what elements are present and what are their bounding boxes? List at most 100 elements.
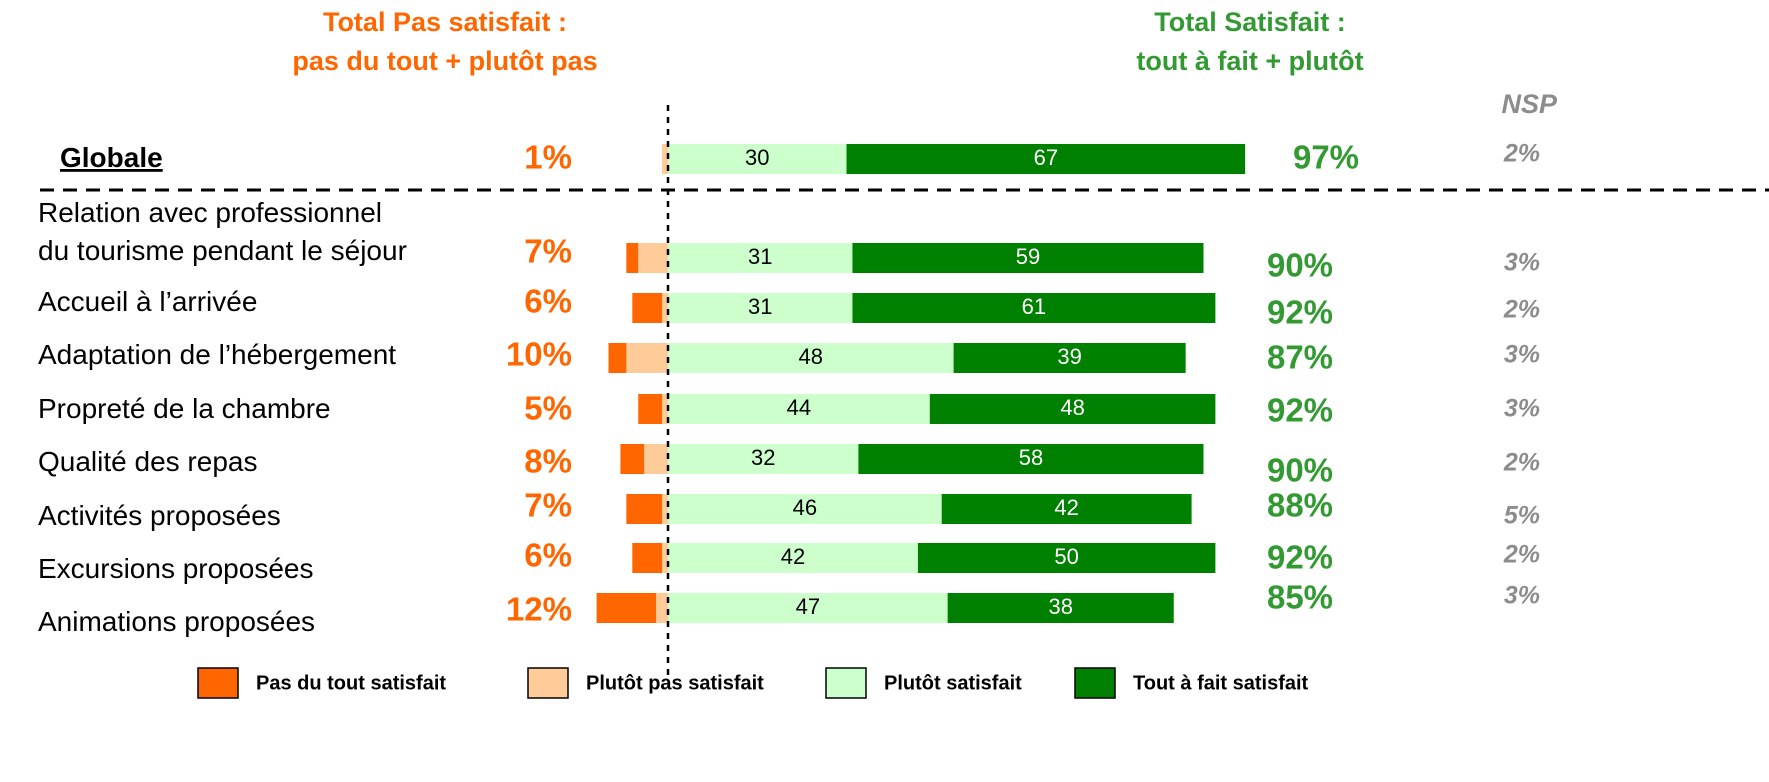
bar-segment: [662, 144, 668, 174]
nsp-value: 3%: [1504, 395, 1540, 423]
data-label: 58: [1019, 445, 1043, 470]
bar-segment: [917, 543, 1216, 573]
legend-label: Tout à fait satisfait: [1133, 672, 1309, 694]
bar-segment: [662, 543, 668, 573]
bar-segment: [668, 144, 847, 174]
bar-segment: [947, 593, 1174, 623]
data-label: 50: [1054, 544, 1078, 569]
data-label: 44: [787, 395, 811, 420]
data-label: 31: [748, 244, 772, 269]
nsp-value: 2%: [1503, 449, 1540, 477]
data-label: 67: [1034, 145, 1058, 170]
bar-segment: [638, 394, 663, 424]
legend-swatch: [825, 667, 867, 699]
nsp-value: 2%: [1503, 140, 1540, 168]
category-label: Qualité des repas: [38, 446, 257, 477]
legend-swatch: [1074, 667, 1116, 699]
bar-segment: [929, 394, 1216, 424]
category-label: Excursions proposées: [38, 553, 313, 584]
legend-swatch: [197, 667, 239, 699]
data-label: 61: [1022, 294, 1046, 319]
nsp-value: 3%: [1504, 341, 1540, 369]
bar-segment: [668, 543, 918, 573]
total-unsatisfied: 12%: [506, 591, 572, 628]
header-left: pas du tout + plutôt pas: [292, 46, 597, 76]
total-satisfied: 88%: [1267, 487, 1333, 524]
bar-segment: [662, 394, 668, 424]
category-label: Propreté de la chambre: [38, 393, 331, 424]
data-label: 31: [748, 294, 772, 319]
data-label: 47: [796, 594, 820, 619]
category-label: Relation avec professionnel du tourisme p…: [38, 197, 407, 266]
bar-segment: [644, 444, 668, 474]
nsp-value: 5%: [1504, 502, 1540, 530]
bar-segment: [626, 494, 663, 524]
bar-segment: [620, 444, 645, 474]
header-left: Total Pas satisfait :: [323, 7, 567, 37]
header-right: Total Satisfait :: [1154, 7, 1346, 37]
nsp-value: 2%: [1503, 296, 1540, 324]
total-satisfied: 92%: [1267, 392, 1333, 429]
bar-segment: [668, 394, 930, 424]
legend-label: Pas du tout satisfait: [256, 672, 446, 694]
header-right: tout à fait + plutôt: [1136, 46, 1363, 76]
data-label: 48: [799, 344, 823, 369]
total-satisfied: 92%: [1267, 294, 1333, 331]
legend-label: Plutôt satisfait: [884, 672, 1022, 694]
bar-segment: [632, 543, 663, 573]
total-satisfied: 87%: [1267, 339, 1333, 376]
data-label: 42: [1054, 495, 1078, 520]
total-satisfied: 97%: [1293, 139, 1359, 176]
nsp-value: 3%: [1504, 582, 1540, 610]
total-satisfied: 90%: [1267, 247, 1333, 284]
data-label: 38: [1048, 594, 1072, 619]
total-unsatisfied: 7%: [524, 487, 572, 524]
bar-segment: [668, 293, 853, 323]
bar-segment: [846, 144, 1246, 174]
bar-segment: [656, 593, 668, 623]
nsp-value: 2%: [1503, 541, 1540, 569]
bar-segment: [941, 494, 1192, 524]
bar-segment: [953, 343, 1186, 373]
bar-segment: [626, 343, 668, 373]
category-label: Globale: [60, 142, 163, 173]
bar-segment: [852, 293, 1216, 323]
bar-segment: [668, 243, 853, 273]
category-label: Adaptation de l’hébergement: [38, 339, 396, 370]
bar-segment: [638, 243, 668, 273]
bar-segment: [632, 293, 663, 323]
nsp-value: 3%: [1504, 249, 1540, 277]
total-unsatisfied: 8%: [524, 443, 572, 480]
data-label: 48: [1060, 395, 1084, 420]
bar-segment: [662, 293, 668, 323]
data-label: 39: [1057, 344, 1081, 369]
data-label: 42: [781, 544, 805, 569]
category-label: Animations proposées: [38, 606, 315, 637]
legend-label: Plutôt pas satisfait: [586, 672, 764, 694]
bar-segment: [596, 593, 657, 623]
total-unsatisfied: 1%: [524, 139, 572, 176]
bar-segment: [626, 243, 639, 273]
total-unsatisfied: 6%: [524, 283, 572, 320]
bar-segment: [608, 343, 627, 373]
total-unsatisfied: 5%: [524, 390, 572, 427]
total-unsatisfied: 7%: [524, 233, 572, 270]
bar-segment: [668, 593, 948, 623]
bar-segment: [668, 343, 954, 373]
category-label: Activités proposées: [38, 500, 281, 531]
total-satisfied: 85%: [1267, 579, 1333, 616]
bar-segment: [662, 494, 668, 524]
total-unsatisfied: 10%: [506, 336, 572, 373]
data-label: 32: [751, 445, 775, 470]
total-satisfied: 90%: [1267, 452, 1333, 489]
bar-segment: [668, 494, 942, 524]
total-unsatisfied: 6%: [524, 537, 572, 574]
data-label: 30: [745, 145, 769, 170]
data-label: 46: [793, 495, 817, 520]
nsp-header: NSP: [1501, 89, 1558, 119]
bar-segment: [668, 444, 859, 474]
bar-segment: [858, 444, 1204, 474]
legend-swatch: [527, 667, 569, 699]
bar-segment: [852, 243, 1204, 273]
